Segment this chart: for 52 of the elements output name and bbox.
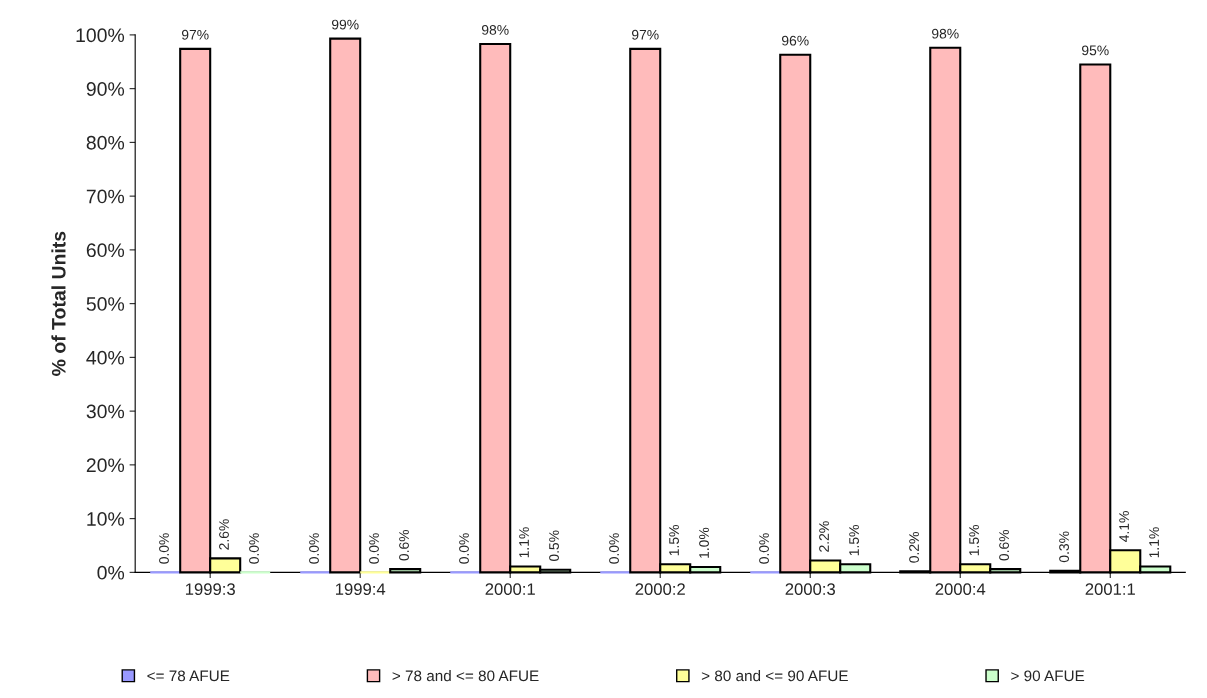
data-label: 0.0% — [309, 533, 319, 564]
x-tick-label: 1999:4 — [335, 583, 386, 596]
y-tick-label: 10% — [87, 512, 125, 526]
data-label: 0.0% — [759, 533, 769, 564]
data-label: 1.1% — [519, 527, 529, 558]
y-tick-label: 80% — [86, 135, 125, 150]
y-tick-label: 70% — [86, 189, 125, 204]
x-tick-label: 2000:1 — [485, 583, 535, 596]
data-label: 99% — [331, 19, 359, 30]
y-tick-label: 60% — [86, 243, 125, 258]
legend-label: > 78 and <= 80 AFUE — [392, 670, 539, 682]
x-tick-label: 2000:2 — [635, 583, 685, 596]
legend-label: > 80 and <= 90 AFUE — [701, 670, 848, 682]
y-tick-label: 0% — [97, 565, 125, 580]
data-label: 1.5% — [669, 525, 679, 556]
x-tick-label: 2001:1 — [1085, 583, 1135, 596]
data-label: 1.5% — [969, 525, 979, 556]
data-label: 0.0% — [159, 533, 169, 564]
data-label: 98% — [481, 25, 509, 35]
x-tick-label: 1999:3 — [185, 583, 235, 596]
data-label: 0.3% — [1059, 531, 1069, 563]
data-label: 1.0% — [699, 527, 709, 558]
data-label: 96% — [781, 35, 809, 46]
y-tick-label: 90% — [86, 82, 125, 96]
x-tick-label: 2000:4 — [935, 583, 986, 596]
data-label: 0.0% — [609, 533, 619, 564]
bar — [329, 37, 362, 574]
data-label: 0.0% — [249, 533, 259, 564]
data-label: 4.1% — [1119, 511, 1129, 542]
y-tick-label: 20% — [86, 458, 125, 473]
data-label: 1.5% — [849, 525, 859, 556]
data-label: 0.5% — [549, 530, 559, 562]
legend-label: > 90 AFUE — [1011, 670, 1085, 682]
data-label: 98% — [932, 28, 959, 39]
data-label: 0.2% — [909, 532, 919, 563]
data-label: 0.6% — [999, 529, 1009, 561]
data-label: 0.0% — [369, 533, 379, 564]
y-tick-label: 50% — [86, 297, 125, 311]
data-label: 97% — [181, 29, 209, 40]
data-label: 0.0% — [459, 533, 469, 564]
data-label: 97% — [631, 29, 659, 40]
data-label: 0.6% — [399, 529, 409, 561]
data-label: 1.1% — [1149, 527, 1159, 558]
data-label: 95% — [1082, 45, 1109, 56]
legend-label: <= 78 AFUE — [147, 670, 230, 682]
y-axis-title: % of Total Units — [51, 231, 66, 376]
data-label: 2.2% — [819, 521, 829, 552]
y-tick-label: 30% — [86, 404, 125, 419]
x-tick-label: 2000:3 — [785, 583, 835, 596]
data-label: 2.6% — [219, 519, 229, 550]
y-tick-label: 40% — [86, 350, 125, 365]
y-tick-label: 100% — [76, 28, 125, 43]
